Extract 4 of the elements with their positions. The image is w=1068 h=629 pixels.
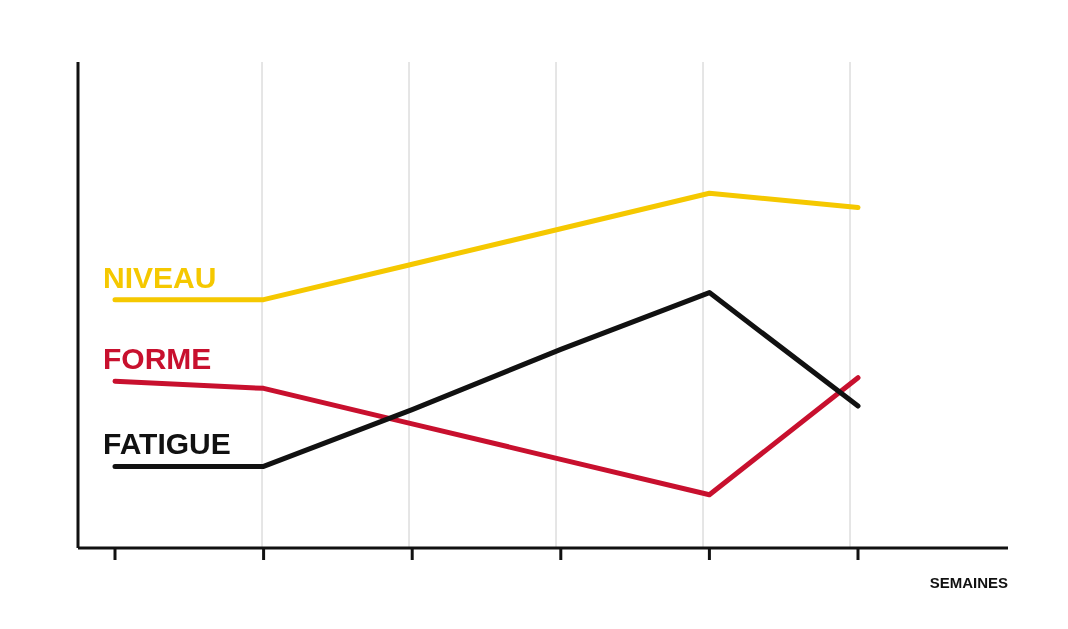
series-label: FORME <box>103 342 212 376</box>
series-label: FATIGUE <box>103 427 231 461</box>
x-axis-title: SEMAINES <box>929 574 1008 591</box>
series-label: NIVEAU <box>103 260 217 294</box>
